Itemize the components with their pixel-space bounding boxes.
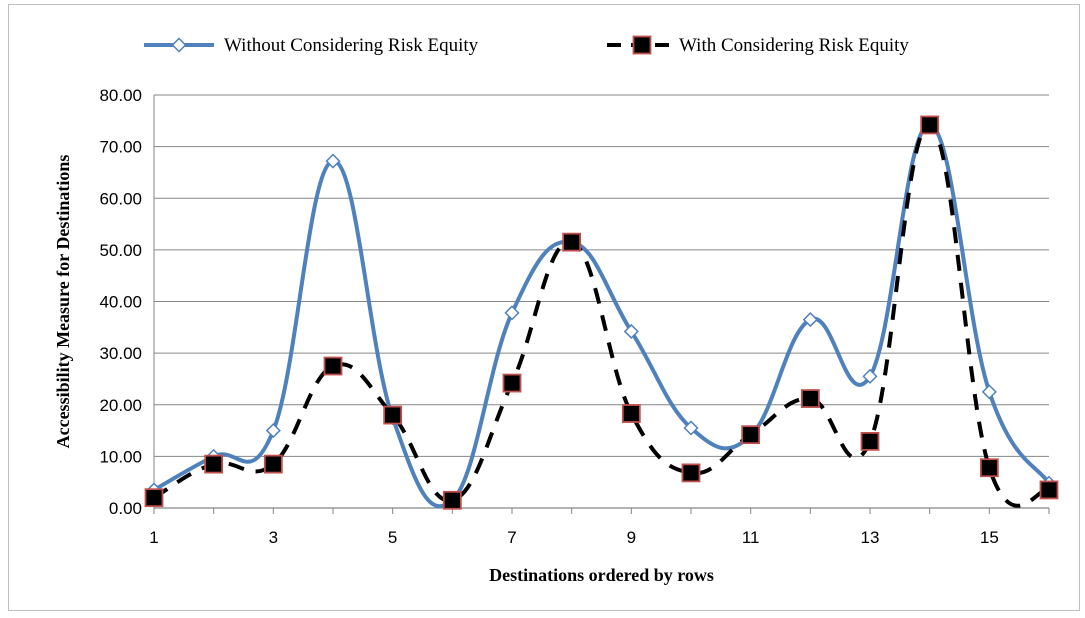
y-tick-label: 70.00 [99,138,142,157]
legend-entry-1: Without Considering Risk Equity [144,35,479,56]
x-tick-label: 13 [861,528,880,547]
x-tick-label: 15 [980,528,999,547]
axes: 0.00 10.00 20.00 30.00 40.00 50.00 60.00 70.00 8… [99,86,1050,547]
x-tick-label: 11 [742,528,760,547]
series-group [144,115,1059,510]
y-axis-title: Accessibility Measure for Destinations [53,155,73,449]
data-point [860,432,880,451]
data-point [741,425,761,445]
data-point [144,488,164,508]
series-line [152,122,1051,509]
legend-label: With Considering Risk Equity [679,35,909,56]
x-tick-label: 3 [269,528,278,547]
data-point [979,458,999,478]
y-tick-label: 50.00 [99,241,142,260]
data-point [502,373,522,393]
data-point [504,305,520,321]
y-tick-label: 30.00 [99,344,142,363]
legend-label: Without Considering Risk Equity [224,35,479,56]
x-tick-label: 5 [388,528,397,547]
x-tick-label: 9 [627,528,636,547]
x-tick-label: 1 [149,528,158,547]
data-point [862,368,878,384]
data-point [681,463,701,483]
data-point [800,389,820,408]
data-point [265,423,281,439]
y-tick-label: 0.00 [109,499,142,518]
y-tick-label: 40.00 [99,293,142,312]
data-point [621,404,641,423]
data-point [383,405,403,425]
data-point [981,384,997,400]
data-point [802,312,818,328]
y-tick-label: 80.00 [99,86,142,105]
data-point [325,153,341,169]
chart-frame: Without Considering Risk Equity With Cons… [8,4,1080,611]
data-point [562,232,582,252]
series-line [152,122,1050,508]
data-point [442,490,462,510]
x-axis-title: Destinations ordered by rows [489,565,714,585]
data-point [323,356,343,376]
legend-marker [632,35,652,55]
y-tick-label: 60.00 [99,189,142,208]
data-point [623,323,639,340]
line-chart: Without Considering Risk Equity With Cons… [53,35,1059,585]
legend-entry-2: With Considering Risk Equity [607,35,909,56]
series-2 [144,115,1059,510]
data-point [204,454,224,474]
x-tick-label: 7 [507,528,516,547]
legend-marker [171,37,187,53]
data-point [920,115,940,135]
data-point [1039,480,1059,500]
data-point [683,420,699,436]
data-point [263,454,283,474]
y-tick-label: 20.00 [99,396,142,415]
y-tick-label: 10.00 [99,447,142,466]
legend: Without Considering Risk Equity With Cons… [144,35,909,56]
